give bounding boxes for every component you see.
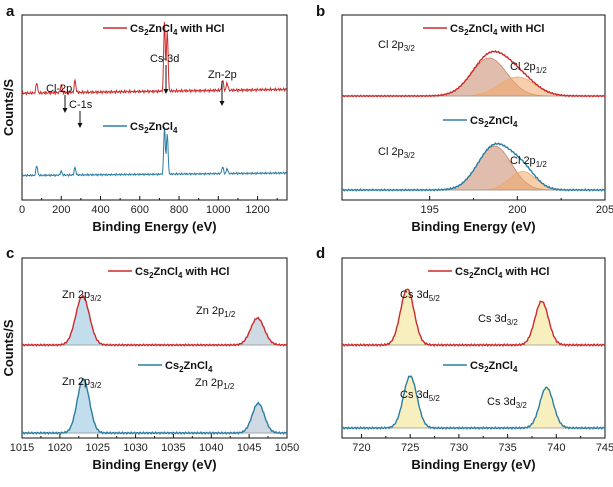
element-annotation: Cl-2p <box>46 83 72 95</box>
peak-label: Zn 2p1/2 <box>195 377 235 391</box>
panel-letter-b: b <box>316 3 325 20</box>
panel-letter-d: d <box>316 245 325 262</box>
spectrum-line <box>21 377 288 435</box>
x-tick-label: 600 <box>131 204 149 216</box>
peak-label: Cs 3d3/2 <box>487 396 527 410</box>
peak-label: Cs 3d5/2 <box>400 289 440 303</box>
x-tick-label: 1015 <box>10 442 34 454</box>
spectrum-line <box>341 50 606 98</box>
legend-entry: Cs2ZnCl4 <box>130 121 178 135</box>
peak-component <box>55 295 110 346</box>
x-axis-title: Binding Energy (eV) <box>411 457 535 472</box>
element-annotation: Cs-3d <box>150 53 179 65</box>
x-axis-title: Binding Energy (eV) <box>411 219 535 234</box>
plot-frame <box>21 257 288 439</box>
spectrum-line <box>341 142 606 192</box>
x-tick-label: 1040 <box>199 442 223 454</box>
annotation-arrow-head <box>77 123 83 128</box>
legend-entry: Cs2ZnCl4 with HCl <box>450 23 544 37</box>
x-tick-label: 0 <box>19 204 25 216</box>
peak-component <box>519 386 574 429</box>
peak-component <box>234 402 283 434</box>
x-tick-label: 400 <box>91 204 109 216</box>
x-tick-label: 1020 <box>48 442 72 454</box>
legend-entry: Cs2ZnCl4 with HCl <box>135 266 229 280</box>
x-tick-label: 725 <box>401 442 419 454</box>
x-tick-label: 720 <box>352 442 370 454</box>
y-axis-title: Counts/S <box>1 79 16 136</box>
x-tick-label: 1050 <box>275 442 299 454</box>
legend-entry: Cs2ZnCl4 <box>470 115 518 129</box>
plot-frame <box>21 14 288 201</box>
peak-component <box>230 317 285 346</box>
x-tick-label: 740 <box>547 442 565 454</box>
plot-frame <box>341 257 606 439</box>
x-axis-title: Binding Energy (eV) <box>92 219 216 234</box>
x-tick-label: 800 <box>170 204 188 216</box>
panel-b: b 195 200 205 Binding Energy (eV) Cl 2p3/2 Cl … <box>316 3 613 234</box>
x-tick-label: 1045 <box>237 442 261 454</box>
spectrum-line <box>21 294 288 347</box>
peak-label: Zn 2p1/2 <box>196 305 236 319</box>
peak-label: Cl 2p1/2 <box>510 61 547 75</box>
peak-label: Cl 2p3/2 <box>378 39 415 53</box>
x-tick-label: 195 <box>420 204 438 216</box>
x-tick-label: 1200 <box>245 204 269 216</box>
x-tick-label: 730 <box>450 442 468 454</box>
x-tick-label: 1000 <box>206 204 230 216</box>
peak-label: Cs 3d5/2 <box>400 389 440 403</box>
spectrum-line <box>341 375 606 430</box>
peak-label: Cs 3d3/2 <box>478 313 518 327</box>
x-tick-label: 1025 <box>85 442 109 454</box>
panel-a: a 0 200 400 600 800 1000 1200 Binding Energy (eV… <box>1 3 288 234</box>
annotation-arrow-head <box>163 89 169 94</box>
spectrum-line <box>21 21 288 96</box>
peak-label: Zn 2p3/2 <box>62 376 102 390</box>
x-tick-label: 735 <box>498 442 516 454</box>
x-tick-label: 1030 <box>123 442 147 454</box>
peak-label: Cl 2p1/2 <box>510 155 547 169</box>
panel-letter-a: a <box>6 3 15 20</box>
element-annotation: C-1s <box>69 99 93 111</box>
x-tick-label: 200 <box>508 204 526 216</box>
legend-entry: Cs2ZnCl4 <box>165 360 213 374</box>
peak-label: Cl 2p3/2 <box>378 146 415 160</box>
x-tick-label: 745 <box>596 442 613 454</box>
legend-entry: Cs2ZnCl4 <box>470 360 518 374</box>
x-tick-label: 200 <box>52 204 70 216</box>
x-axis-title: Binding Energy (eV) <box>92 457 216 472</box>
panel-c: c 1015 1020 1025 1030 1035 1040 1045 1050 Binding… <box>1 245 299 472</box>
element-annotation: Zn-2p <box>208 69 237 81</box>
x-tick-label: 1035 <box>161 442 185 454</box>
x-tick-label: 205 <box>596 204 613 216</box>
panel-d: d 720 725 730 735 740 745 Binding Energy (eV) Cs… <box>316 245 613 472</box>
annotation-arrow-head <box>62 108 68 113</box>
legend-entry: Cs2ZnCl4 with HCl <box>130 23 224 37</box>
y-axis-title: Counts/S <box>1 319 16 376</box>
spectrum-line <box>21 127 288 178</box>
peak-label: Zn 2p3/2 <box>62 289 102 303</box>
annotation-arrow-head <box>219 101 225 106</box>
panel-letter-c: c <box>6 245 14 262</box>
peak-component <box>514 300 569 346</box>
legend-entry: Cs2ZnCl4 with HCl <box>455 266 549 280</box>
spectrum-line <box>341 288 606 347</box>
